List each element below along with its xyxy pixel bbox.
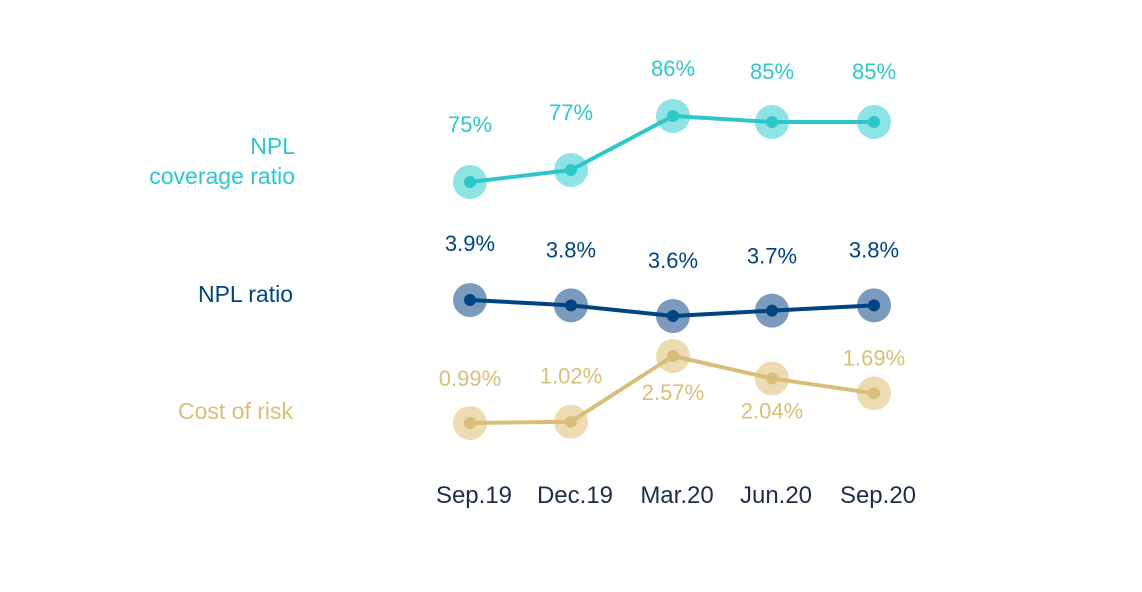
npl-ratio-point-Dec.19 bbox=[565, 299, 577, 312]
cost-of-risk-point-Jun.20 bbox=[766, 372, 778, 385]
cost-of-risk-point-Dec.19 bbox=[565, 415, 577, 428]
cost-of-risk-point-Mar.20 bbox=[667, 350, 679, 362]
npl-ratio-name-line: NPL ratio bbox=[198, 281, 293, 307]
x-tick-label: Jun.20 bbox=[740, 482, 812, 509]
npl-coverage-ratio-data-label: 86% bbox=[651, 56, 695, 81]
x-tick-label: Dec.19 bbox=[537, 482, 613, 509]
npl-ratio-point-Mar.20 bbox=[667, 310, 679, 322]
cost-of-risk-data-label: 2.04% bbox=[741, 398, 803, 423]
npl-coverage-ratio-data-label: 85% bbox=[750, 59, 794, 84]
series-lines: 75% 77% 86% 85% 85% 3.9% 3.8% 3.6% 3.7% 3.8% 0.99%… bbox=[439, 56, 905, 440]
npl-ratio-point-Sep.19 bbox=[464, 294, 476, 306]
npl-ratio-data-label: 3.8% bbox=[546, 237, 596, 262]
npl-ratio-data-label: 3.9% bbox=[445, 231, 495, 256]
x-tick-label: Mar.20 bbox=[640, 482, 713, 509]
npl-coverage-ratio-name-line: coverage ratio bbox=[149, 163, 295, 189]
npl-coverage-ratio-point-Sep.20 bbox=[868, 116, 880, 128]
npl-coverage-ratio-data-label: 75% bbox=[448, 112, 492, 137]
cost-of-risk-data-label: 1.69% bbox=[843, 345, 905, 370]
npl-ratio-series: 3.9% 3.8% 3.6% 3.7% 3.8% bbox=[445, 231, 899, 333]
cost-of-risk-data-label: 2.57% bbox=[642, 380, 704, 405]
cost-of-risk-name-line: Cost of risk bbox=[178, 398, 294, 424]
cost-of-risk-series: 0.99% 1.02% 2.57% 2.04% 1.69% bbox=[439, 339, 905, 440]
npl-ratio-data-label: 3.6% bbox=[648, 248, 698, 273]
cost-of-risk-data-label: 1.02% bbox=[540, 364, 602, 389]
cost-of-risk-point-Sep.19 bbox=[464, 417, 476, 429]
npl-coverage-ratio-point-Jun.20 bbox=[766, 116, 778, 128]
x-axis: Sep.19 Dec.19 Mar.20 Jun.20 Sep.20 bbox=[436, 482, 916, 509]
series-names: NPL coverage ratio NPL ratio Cost of risk bbox=[149, 133, 295, 424]
npl-coverage-ratio-point-Mar.20 bbox=[667, 110, 679, 122]
x-tick-label: Sep.20 bbox=[840, 482, 916, 509]
npl-coverage-ratio-name-line: NPL bbox=[250, 133, 295, 159]
npl-ratio-data-label: 3.8% bbox=[849, 237, 899, 262]
cost-of-risk-data-label: 0.99% bbox=[439, 366, 501, 391]
npl-coverage-ratio-point-Sep.19 bbox=[464, 176, 476, 188]
npl-coverage-ratio-point-Dec.19 bbox=[565, 164, 577, 176]
npl-coverage-ratio-data-label: 85% bbox=[852, 59, 896, 84]
npl-ratio-point-Jun.20 bbox=[766, 304, 778, 317]
cost-of-risk-point-Sep.20 bbox=[868, 387, 880, 400]
x-tick-label: Sep.19 bbox=[436, 482, 512, 509]
npl-coverage-ratio-data-label: 77% bbox=[549, 100, 593, 125]
npl-ratio-data-label: 3.7% bbox=[747, 244, 797, 269]
npl-coverage-ratio-series: 75% 77% 86% 85% 85% bbox=[448, 56, 896, 199]
npl-ratio-point-Sep.20 bbox=[868, 299, 880, 312]
